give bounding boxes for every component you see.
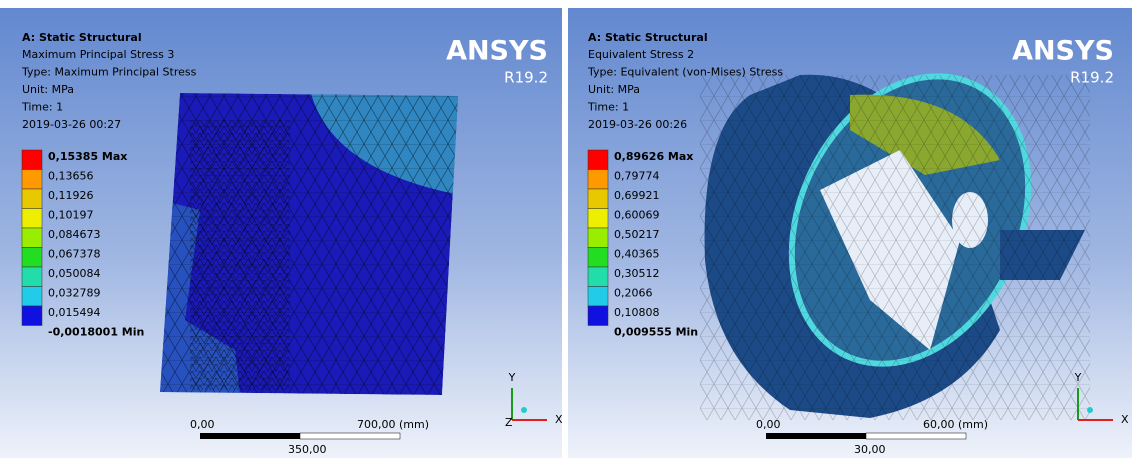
legend-swatch — [588, 170, 608, 190]
legend-label: 0,084673 — [48, 228, 101, 241]
header-line: Type: Maximum Principal Stress — [21, 66, 197, 79]
legend-swatch — [22, 248, 42, 268]
mesh-model — [160, 90, 460, 400]
header-line: 2019-03-26 00:26 — [588, 118, 687, 131]
legend-swatch — [588, 267, 608, 287]
header-title: A: Static Structural — [22, 31, 142, 44]
legend-label: 0,69921 — [614, 189, 660, 202]
axis-x-label: X — [555, 413, 563, 426]
axis-y-label: Y — [1074, 371, 1082, 384]
legend-label: 0,89626 Max — [614, 150, 693, 163]
legend-label: 0,009555 Min — [614, 326, 698, 339]
scale-bar — [200, 433, 300, 439]
axis-origin — [1087, 407, 1093, 413]
legend-swatch — [22, 170, 42, 190]
legend-label: 0,10808 — [614, 306, 660, 319]
legend-label: 0,79774 — [614, 170, 660, 183]
header-line: 2019-03-26 00:27 — [22, 118, 121, 131]
legend-label: 0,10197 — [48, 209, 94, 222]
legend-swatch — [22, 189, 42, 209]
legend-label: 0,40365 — [614, 248, 660, 261]
legend-swatch — [588, 287, 608, 307]
cylinder-model — [700, 38, 1090, 420]
scale-start: 0,00 — [756, 418, 781, 431]
axis-x-label: X — [1121, 413, 1129, 426]
legend-swatch — [588, 248, 608, 268]
header-line: Type: Equivalent (von-Mises) Stress — [587, 66, 783, 79]
scale-end: 700,00 (mm) — [357, 418, 429, 431]
legend-label: 0,11926 — [48, 189, 94, 202]
legend-swatch — [22, 287, 42, 307]
scale-bar — [866, 433, 966, 439]
header-line: Unit: MPa — [22, 83, 74, 96]
legend-swatch — [588, 150, 608, 170]
legend-swatch — [22, 228, 42, 248]
scale-start: 0,00 — [190, 418, 215, 431]
legend-label: 0,050084 — [48, 267, 101, 280]
screenshot: A: Static Structural Maximum Principal St… — [0, 0, 1132, 458]
legend-swatch — [588, 189, 608, 209]
legend-label: 0,067378 — [48, 248, 101, 261]
scale-bar — [766, 433, 866, 439]
scale-mid: 350,00 — [288, 443, 327, 456]
legend-label: 0,015494 — [48, 306, 101, 319]
legend-swatch — [22, 267, 42, 287]
legend-label: 0,30512 — [614, 267, 660, 280]
logo-version: R19.2 — [504, 69, 548, 87]
legend-label: 0,2066 — [614, 287, 653, 300]
header-line: Time: 1 — [587, 101, 629, 114]
logo-version: R19.2 — [1070, 69, 1114, 87]
axis-y-label: Y — [508, 371, 516, 384]
legend-label: 0,032789 — [48, 287, 101, 300]
legend-swatch — [22, 150, 42, 170]
scale-mid: 30,00 — [854, 443, 886, 456]
header-line: Maximum Principal Stress 3 — [22, 48, 174, 61]
legend-swatch — [22, 209, 42, 229]
header-line: Time: 1 — [21, 101, 63, 114]
legend-swatch — [588, 306, 608, 326]
scale-end: 60,00 (mm) — [923, 418, 988, 431]
logo: ANSYS — [446, 36, 548, 67]
legend-label: -0,0018001 Min — [48, 326, 144, 339]
legend-label: 0,50217 — [614, 228, 660, 241]
axis-origin — [521, 407, 527, 413]
legend-swatch — [22, 306, 42, 326]
legend-swatch — [588, 209, 608, 229]
logo: ANSYS — [1012, 36, 1114, 67]
header-title: A: Static Structural — [588, 31, 708, 44]
header-line: Equivalent Stress 2 — [588, 48, 694, 61]
legend-swatch — [588, 228, 608, 248]
scale-bar — [300, 433, 400, 439]
legend-label: 0,15385 Max — [48, 150, 127, 163]
legend-label: 0,60069 — [614, 209, 660, 222]
header-line: Unit: MPa — [588, 83, 640, 96]
axis-z-label: Z — [505, 416, 513, 429]
legend-label: 0,13656 — [48, 170, 94, 183]
